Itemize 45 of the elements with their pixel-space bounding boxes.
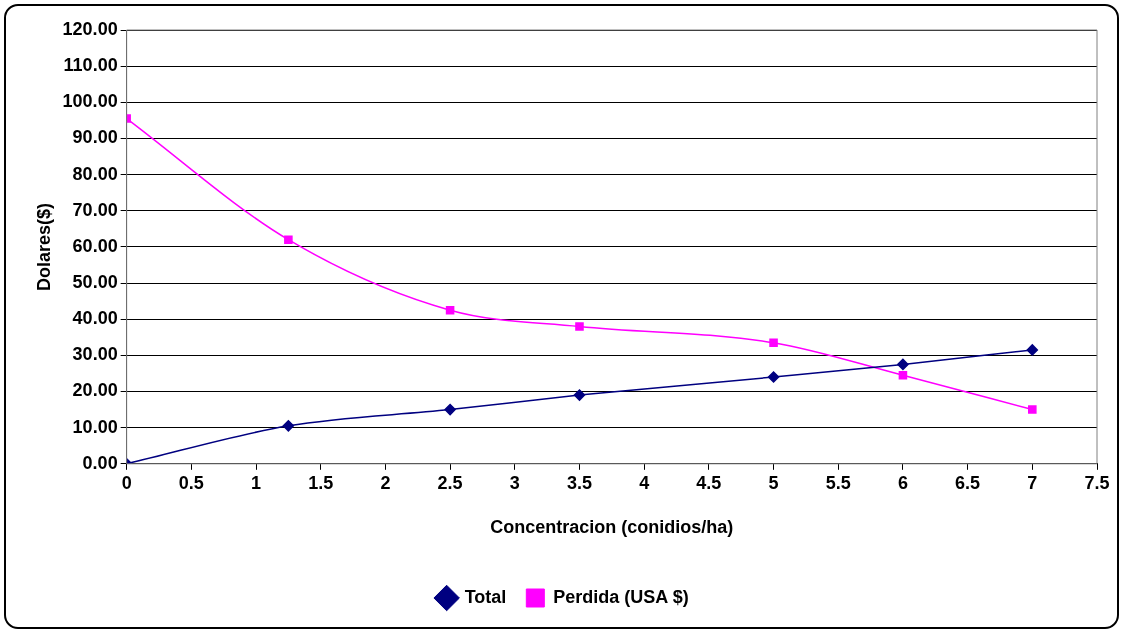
legend-label: Perdida (USA $) (553, 586, 689, 607)
y-tick-label: 10.00 (72, 416, 118, 437)
x-tick-label: 3 (509, 472, 520, 493)
point (445, 305, 455, 315)
x-tick-label: 2 (380, 472, 391, 493)
point (1026, 344, 1039, 356)
y-tick-label: 110.00 (63, 55, 118, 76)
y-tick-label: 70.00 (72, 199, 118, 220)
legend-label: Total (464, 586, 507, 607)
point (282, 420, 295, 432)
y-tick-label: 0.00 (82, 452, 118, 473)
y-tick-label: 30.00 (72, 344, 118, 365)
point (767, 371, 780, 383)
x-tick-label: 7.5 (1084, 472, 1110, 493)
point (898, 370, 908, 380)
point (573, 389, 586, 401)
x-tick-label: 7 (1027, 472, 1038, 493)
x-tick-label: 1 (251, 472, 262, 493)
point (284, 235, 293, 244)
point (769, 338, 778, 347)
x-tick-label: 4.5 (696, 472, 722, 493)
y-tick-label: 60.00 (72, 235, 118, 256)
y-tick-label: 100.00 (62, 91, 118, 112)
y-tick-label: 40.00 (72, 308, 118, 329)
x-tick-label: 5.5 (825, 472, 851, 493)
y-tick-label: 120.00 (62, 18, 118, 39)
x-tick-label: 6 (897, 472, 908, 493)
point (575, 322, 584, 331)
y-tick-label: 80.00 (72, 163, 118, 184)
point (1028, 405, 1037, 414)
x-tick-label: 6.5 (955, 472, 981, 493)
y-tick-label: 20.00 (72, 380, 118, 401)
x-tick-label: 4 (639, 472, 650, 493)
y-tick-label: 90.00 (72, 127, 118, 148)
y-tick-label: 50.00 (72, 272, 118, 293)
x-axis-title: Concentracion (conidios/ha) (490, 517, 734, 538)
point (444, 403, 456, 416)
x-tick-label: 0.5 (178, 472, 204, 493)
x-tick-label: 2.5 (437, 472, 463, 493)
x-tick-label: 0 (121, 472, 132, 493)
point (897, 358, 909, 371)
x-tick-label: 5 (768, 472, 779, 493)
x-tick-label: 1.5 (308, 472, 334, 493)
x-tick-label: 3.5 (566, 472, 592, 493)
y-axis-title: Dolares($) (33, 202, 54, 291)
